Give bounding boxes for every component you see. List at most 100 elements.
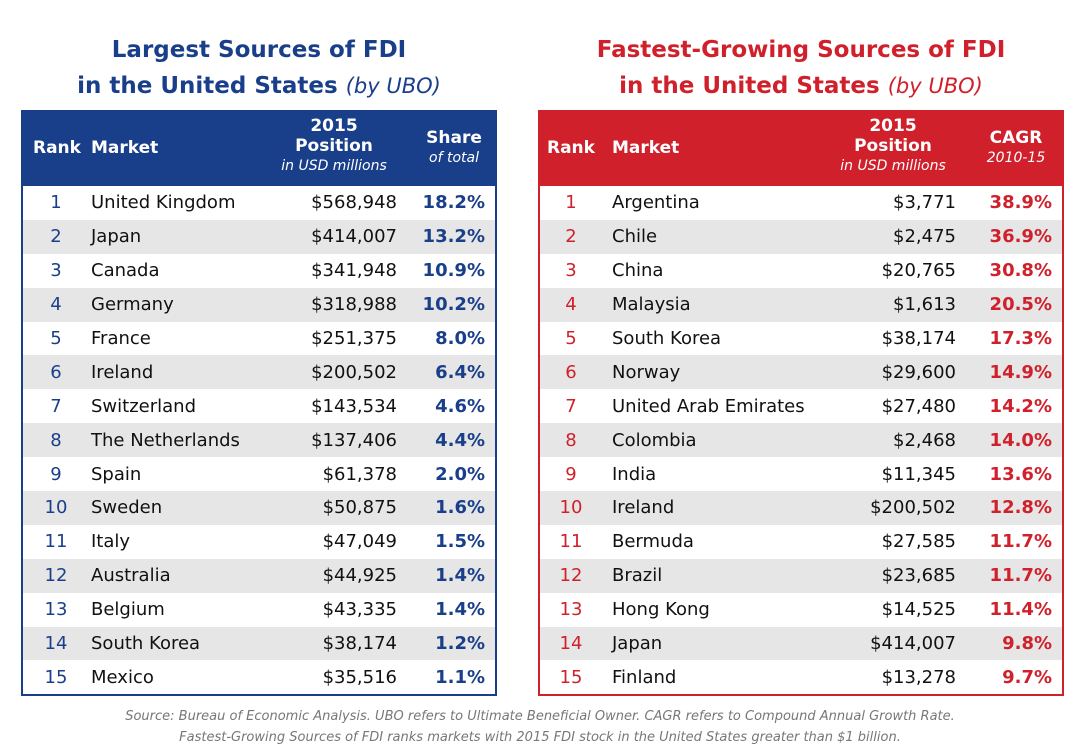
- rank-cell: 8: [565, 429, 577, 451]
- rank-cell: 7: [565, 395, 577, 417]
- footnote-line-2: Fastest-Growing Sources of FDI ranks mar…: [179, 730, 901, 745]
- table-row: 2 Chile $2,475 36.9%: [540, 219, 1062, 254]
- table-header: Rank Market 2015 Position in USD million…: [23, 112, 495, 186]
- table-row: 11 Italy $47,049 1.5%: [23, 525, 495, 559]
- rank-cell: 10: [559, 497, 583, 519]
- table-row: 5 South Korea $38,174 17.3%: [540, 322, 1062, 356]
- rank-cell: 9: [50, 463, 62, 485]
- table-row: 11 Bermuda $27,585 11.7%: [540, 525, 1062, 559]
- chart-title: Largest Sources of FDI in the United Sta…: [21, 0, 497, 106]
- rank-cell: 4: [50, 294, 62, 316]
- rank-cell: 2: [565, 226, 577, 248]
- market-cell: United Kingdom: [91, 192, 236, 214]
- table-row: 9 India $11,345 13.6%: [540, 457, 1062, 491]
- position-cell: $2,468: [893, 429, 956, 451]
- market-cell: Switzerland: [91, 395, 196, 417]
- table-row: 7 United Arab Emirates $27,480 14.2%: [540, 389, 1062, 423]
- table-row: 8 Colombia $2,468 14.0%: [540, 423, 1062, 458]
- header-position-unit: in USD millions: [840, 158, 946, 174]
- share-cell: 1.5%: [435, 531, 485, 553]
- market-cell: Ireland: [612, 497, 675, 519]
- table-body: 1 Argentina $3,771 38.9% 2 Chile $2,475 36.9% 3 C…: [540, 186, 1062, 694]
- share-cell: 2.0%: [435, 463, 485, 485]
- cagr-cell: 14.9%: [989, 361, 1052, 383]
- share-cell: 1.2%: [435, 633, 485, 655]
- cagr-cell: 11.4%: [989, 599, 1052, 621]
- market-cell: Japan: [91, 226, 142, 248]
- table-row: 5 France $251,375 8.0%: [23, 322, 495, 356]
- rank-cell: 1: [565, 192, 577, 214]
- table-row: 6 Norway $29,600 14.9%: [540, 355, 1062, 390]
- title-line-2-text: in the United States: [77, 73, 338, 99]
- chart-title: Fastest-Growing Sources of FDI in the Un…: [538, 0, 1064, 106]
- position-cell: $43,335: [322, 599, 397, 621]
- share-cell: 4.4%: [435, 429, 485, 451]
- cagr-cell: 14.0%: [989, 429, 1052, 451]
- table-row: 6 Ireland $200,502 6.4%: [23, 355, 495, 390]
- share-cell: 1.4%: [435, 599, 485, 621]
- share-cell: 1.1%: [435, 666, 485, 688]
- share-cell: 1.4%: [435, 565, 485, 587]
- position-cell: $200,502: [311, 361, 397, 383]
- position-cell: $11,345: [881, 463, 956, 485]
- cagr-cell: 30.8%: [989, 260, 1052, 282]
- rank-cell: 3: [50, 260, 62, 282]
- cagr-cell: 9.8%: [1002, 633, 1052, 655]
- position-cell: $1,613: [893, 294, 956, 316]
- header-position-unit: in USD millions: [281, 158, 387, 174]
- header-position-year: 2015: [310, 116, 358, 136]
- position-cell: $47,049: [322, 531, 397, 553]
- market-cell: Canada: [91, 260, 160, 282]
- rank-cell: 5: [50, 328, 62, 349]
- market-cell: Belgium: [91, 599, 165, 621]
- rank-cell: 10: [44, 497, 68, 519]
- rank-cell: 15: [559, 666, 583, 688]
- rank-cell: 2: [50, 226, 62, 248]
- rank-cell: 13: [559, 599, 583, 621]
- header-position-label: Position: [295, 136, 373, 156]
- market-cell: Finland: [612, 666, 677, 688]
- table-row: 13 Belgium $43,335 1.4%: [23, 593, 495, 627]
- position-cell: $2,475: [893, 226, 956, 248]
- market-cell: South Korea: [91, 633, 201, 655]
- table-row: 2 Japan $414,007 13.2%: [23, 219, 495, 254]
- header-cagr-label: CAGR: [989, 128, 1043, 148]
- position-cell: $27,480: [881, 395, 956, 417]
- rank-cell: 14: [44, 633, 68, 655]
- share-cell: 4.6%: [435, 395, 485, 417]
- header-position: 2015 Position in USD millions: [830, 116, 956, 176]
- footnote-line-1: Source: Bureau of Economic Analysis. UBO…: [125, 709, 955, 724]
- market-cell: Hong Kong: [612, 599, 710, 621]
- position-cell: $568,948: [311, 192, 397, 214]
- rank-cell: 7: [50, 395, 62, 417]
- header-cagr: CAGR 2010-15: [976, 128, 1056, 168]
- position-cell: $61,378: [322, 463, 397, 485]
- market-cell: Germany: [91, 294, 174, 316]
- rank-cell: 8: [50, 429, 62, 451]
- share-cell: 1.6%: [435, 497, 485, 519]
- market-cell: Japan: [612, 633, 663, 655]
- header-rank: Rank: [33, 138, 81, 158]
- table-row: 4 Malaysia $1,613 20.5%: [540, 287, 1062, 322]
- market-cell: The Netherlands: [91, 429, 240, 451]
- position-cell: $318,988: [311, 294, 397, 316]
- market-cell: Malaysia: [612, 294, 691, 316]
- position-cell: $251,375: [311, 328, 397, 349]
- rank-cell: 12: [559, 565, 583, 587]
- share-cell: 13.2%: [422, 226, 485, 248]
- table-row: 10 Sweden $50,875 1.6%: [23, 491, 495, 525]
- table-row: 10 Ireland $200,502 12.8%: [540, 491, 1062, 525]
- position-cell: $27,585: [881, 531, 956, 553]
- header-share-label: Share: [426, 128, 482, 148]
- table-row: 3 Canada $341,948 10.9%: [23, 254, 495, 288]
- title-suffix: (by UBO): [887, 74, 983, 98]
- title-line-2: in the United States (by UBO): [538, 68, 1064, 104]
- table-row: 8 The Netherlands $137,406 4.4%: [23, 423, 495, 458]
- rank-cell: 12: [44, 565, 68, 587]
- table-body: 1 United Kingdom $568,948 18.2% 2 Japan $414,0…: [23, 186, 495, 694]
- table-row: 13 Hong Kong $14,525 11.4%: [540, 593, 1062, 627]
- header-share: Share of total: [415, 128, 493, 168]
- market-cell: Ireland: [91, 361, 154, 383]
- header-cagr-unit: 2010-15: [986, 150, 1046, 166]
- header-rank: Rank: [547, 138, 595, 158]
